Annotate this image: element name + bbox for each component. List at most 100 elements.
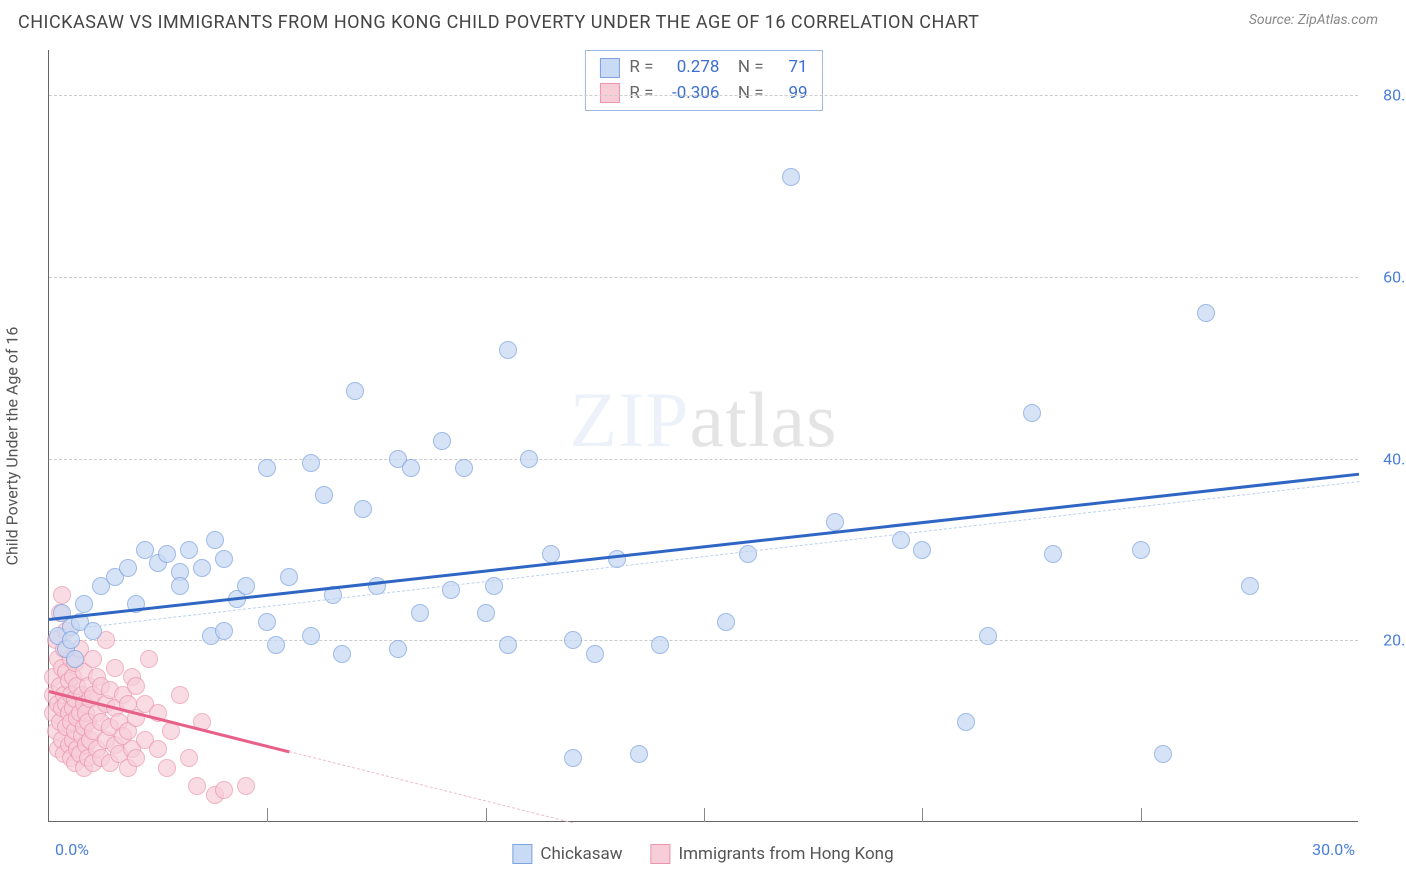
data-point — [237, 777, 255, 795]
data-point — [717, 613, 735, 631]
data-point — [258, 459, 276, 477]
data-point — [171, 577, 189, 595]
data-point — [215, 550, 233, 568]
gridline-vertical — [1141, 808, 1142, 822]
stat-n-value: 99 — [774, 81, 808, 107]
data-point — [66, 650, 84, 668]
data-point — [280, 568, 298, 586]
stat-r-value: -0.306 — [663, 81, 719, 107]
data-point — [84, 650, 102, 668]
legend-swatch — [512, 844, 532, 864]
data-point — [782, 168, 800, 186]
chart-source: Source: ZipAtlas.com — [1249, 12, 1378, 28]
gridline-vertical — [267, 808, 268, 822]
data-point — [106, 659, 124, 677]
series-legend: Chickasaw Immigrants from Hong Kong — [512, 834, 893, 874]
data-point — [237, 577, 255, 595]
legend-item: Chickasaw — [512, 844, 622, 864]
data-point — [411, 604, 429, 622]
data-point — [258, 613, 276, 631]
data-point — [826, 513, 844, 531]
stats-legend-box: R = 0.278 N = 71 R = -0.306 N = 99 — [584, 50, 822, 111]
trend-line — [289, 751, 573, 823]
data-point — [119, 559, 137, 577]
data-point — [389, 640, 407, 658]
data-point — [564, 749, 582, 767]
x-tick-label: 0.0% — [55, 840, 89, 859]
y-axis-label: Child Poverty Under the Age of 16 — [3, 327, 22, 566]
data-point — [1132, 541, 1150, 559]
data-point — [1044, 545, 1062, 563]
data-point — [477, 604, 495, 622]
data-point — [354, 500, 372, 518]
stat-r-label: R = — [629, 81, 653, 107]
data-point — [193, 559, 211, 577]
data-point — [180, 541, 198, 559]
legend-label: Immigrants from Hong Kong — [679, 844, 894, 864]
data-point — [520, 450, 538, 468]
data-point — [171, 686, 189, 704]
stats-row: R = -0.306 N = 99 — [599, 81, 807, 107]
stat-n-label: N = — [729, 55, 763, 81]
data-point — [979, 627, 997, 645]
gridline-horizontal — [49, 459, 1358, 460]
legend-swatch — [651, 844, 671, 864]
legend-item: Immigrants from Hong Kong — [651, 844, 894, 864]
data-point — [346, 382, 364, 400]
stats-row: R = 0.278 N = 71 — [599, 55, 807, 81]
gridline-vertical — [486, 808, 487, 822]
data-point — [267, 636, 285, 654]
y-tick-label: 80.0% — [1366, 86, 1406, 105]
data-point — [1023, 404, 1041, 422]
data-point — [957, 713, 975, 731]
series-swatch — [599, 83, 619, 103]
data-point — [180, 749, 198, 767]
data-point — [651, 636, 669, 654]
chart-title: CHICKASAW VS IMMIGRANTS FROM HONG KONG C… — [18, 12, 979, 33]
data-point — [315, 486, 333, 504]
data-point — [739, 545, 757, 563]
gridline-horizontal — [49, 277, 1358, 278]
data-point — [499, 341, 517, 359]
data-point — [564, 631, 582, 649]
stat-n-label: N = — [729, 81, 763, 107]
x-tick-label: 30.0% — [1312, 840, 1355, 859]
data-point — [75, 595, 93, 613]
data-point — [149, 740, 167, 758]
data-point — [586, 645, 604, 663]
data-point — [1154, 745, 1172, 763]
data-point — [630, 745, 648, 763]
data-point — [333, 645, 351, 663]
gridline-vertical — [704, 808, 705, 822]
data-point — [542, 545, 560, 563]
data-point — [188, 777, 206, 795]
y-tick-label: 40.0% — [1366, 449, 1406, 468]
data-point — [158, 545, 176, 563]
data-point — [140, 650, 158, 668]
y-tick-label: 20.0% — [1366, 631, 1406, 650]
data-point — [215, 622, 233, 640]
legend-label: Chickasaw — [540, 844, 622, 864]
stat-r-value: 0.278 — [663, 55, 719, 81]
stat-n-value: 71 — [774, 55, 808, 81]
data-point — [1197, 304, 1215, 322]
scatter-chart: ZIPatlas R =0.278 N =71R =-0.306 N =99 2… — [48, 50, 1358, 822]
gridline-vertical — [922, 808, 923, 822]
stat-r-label: R = — [629, 55, 653, 81]
data-point — [1241, 577, 1259, 595]
data-point — [302, 454, 320, 472]
data-point — [127, 749, 145, 767]
trend-line — [49, 481, 1359, 632]
data-point — [455, 459, 473, 477]
trend-line — [49, 472, 1359, 620]
data-point — [53, 586, 71, 604]
data-point — [402, 459, 420, 477]
data-point — [158, 759, 176, 777]
gridline-horizontal — [49, 640, 1358, 641]
chart-header: CHICKASAW VS IMMIGRANTS FROM HONG KONG C… — [0, 0, 1406, 41]
data-point — [302, 627, 320, 645]
gridline-horizontal — [49, 95, 1358, 96]
data-point — [913, 541, 931, 559]
y-tick-label: 60.0% — [1366, 268, 1406, 287]
data-point — [206, 531, 224, 549]
